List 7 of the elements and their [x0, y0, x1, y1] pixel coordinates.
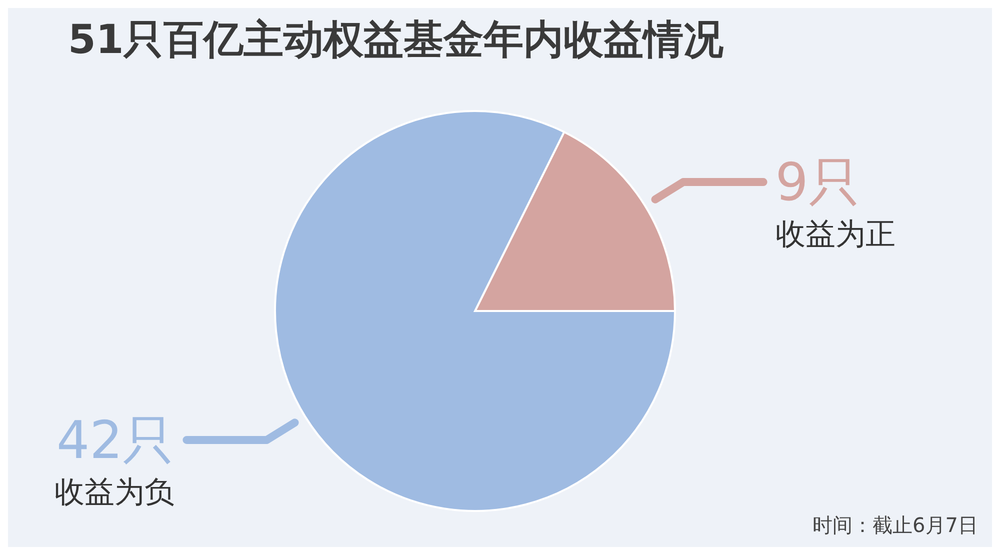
chart-title: 51只百亿主动权益基金年内收益情况: [68, 16, 724, 65]
slice-label: 收益为负: [54, 474, 175, 510]
data-label: 9只: [775, 153, 860, 214]
data-label: 42只: [56, 410, 175, 471]
slice-label: 收益为正: [775, 217, 896, 252]
pie-slice: [274, 110, 676, 512]
text: 时间：截止6月7日: [812, 512, 978, 539]
